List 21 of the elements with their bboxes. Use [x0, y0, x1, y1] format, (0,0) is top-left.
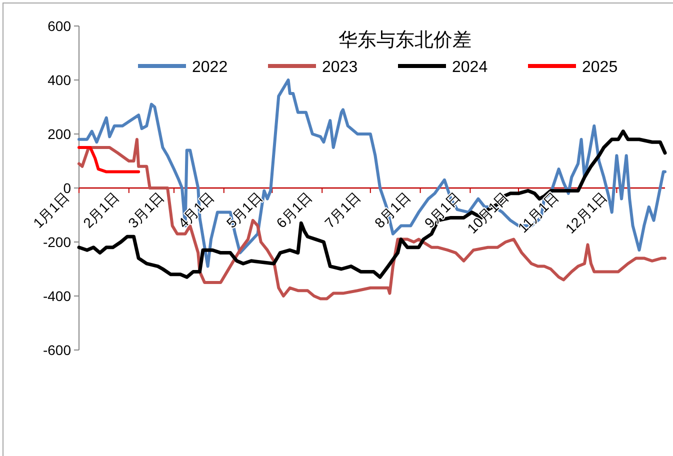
y-tick-label: 600 [48, 18, 72, 34]
y-tick-label: -200 [42, 234, 72, 250]
y-tick-label: 400 [48, 72, 72, 88]
legend-label: 2025 [582, 59, 618, 76]
x-tick-label: 3月1日 [124, 188, 168, 231]
chart-title: 华东与东北价差 [338, 30, 472, 51]
y-tick-label: -600 [42, 342, 72, 358]
x-tick-label: 4月1日 [174, 188, 218, 231]
y-tick-label: -400 [42, 288, 72, 304]
x-tick-label: 11月1日 [514, 188, 562, 236]
y-tick-label: 0 [63, 180, 72, 196]
legend-label: 2023 [322, 59, 358, 76]
x-tick-label: 6月1日 [273, 188, 316, 231]
x-tick-label: 12月1日 [562, 188, 610, 236]
x-tick-label: 5月1日 [223, 188, 266, 231]
legend-label: 2022 [192, 59, 228, 76]
x-tick-label: 2月1日 [80, 188, 122, 231]
x-tick-label: 8月1日 [371, 188, 414, 231]
y-tick-label: 200 [48, 126, 72, 142]
x-tick-label: 7月1日 [321, 188, 364, 231]
legend-label: 2024 [452, 59, 488, 76]
